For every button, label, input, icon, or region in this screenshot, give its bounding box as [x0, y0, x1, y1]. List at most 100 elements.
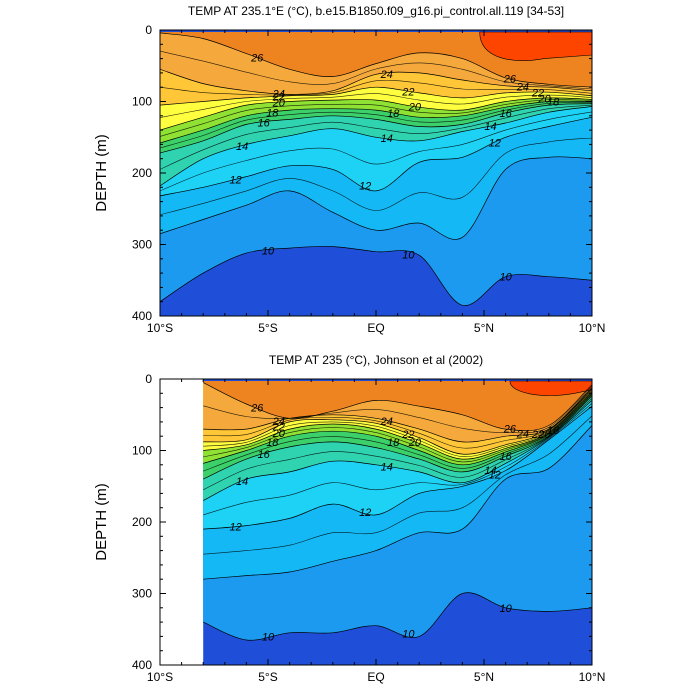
isotherm-intermediate — [203, 385, 592, 434]
contour-label-16: 16 — [258, 449, 271, 461]
contour-label-14: 14 — [381, 133, 393, 145]
contour-label-12: 12 — [489, 137, 501, 149]
isotherm-24 — [203, 387, 592, 443]
contour-label-18: 18 — [387, 437, 400, 449]
isotherm-16 — [203, 395, 592, 480]
isotherm-intermediate — [203, 415, 592, 555]
contour-label-14: 14 — [236, 476, 248, 488]
isotherm-20 — [160, 97, 592, 131]
isotherm-12 — [203, 405, 592, 530]
contour-label-20: 20 — [537, 93, 551, 105]
panel-obs-title: TEMP AT 235 (°C), Johnson et al (2002) — [269, 353, 483, 367]
contour-label-10: 10 — [499, 603, 512, 615]
y-tick-label: 400 — [132, 309, 152, 323]
panel-model-bands — [160, 30, 592, 316]
contour-label-10: 10 — [262, 631, 275, 643]
y-tick-label: 0 — [145, 372, 152, 386]
isotherm-intermediate — [160, 102, 592, 149]
panel-model-title: TEMP AT 235.1°E (°C), b.e15.B1850.f09_g1… — [188, 4, 564, 18]
contour-label-12: 12 — [489, 469, 501, 481]
contour-label-26: 26 — [250, 403, 264, 415]
panel-obs: TEMP AT 235 (°C), Johnson et al (2002) 2… — [93, 353, 605, 684]
isotherm-18 — [160, 100, 592, 144]
isotherm-14 — [203, 400, 592, 501]
contour-label-14: 14 — [381, 462, 393, 474]
isotherm-10 — [203, 592, 592, 641]
contour-label-10: 10 — [402, 629, 415, 641]
contour-label-22: 22 — [531, 87, 544, 99]
contour-label-26: 26 — [503, 424, 517, 436]
contour-label-16: 16 — [499, 451, 512, 463]
y-tick-label: 100 — [132, 95, 152, 109]
x-tick-label: 5°N — [474, 670, 494, 684]
isotherm-intermediate — [160, 99, 592, 137]
isotherm-intermediate — [160, 137, 592, 216]
contour-label-14: 14 — [484, 121, 496, 133]
contour-label-12: 12 — [229, 521, 241, 533]
x-tick-label: 10°S — [147, 321, 173, 335]
contour-label-12: 12 — [359, 181, 371, 193]
contour-label-18: 18 — [266, 107, 279, 119]
contour-label-22: 22 — [272, 91, 285, 103]
y-tick-label: 300 — [132, 238, 152, 252]
contour-label-14: 14 — [484, 465, 496, 477]
contour-label-24: 24 — [516, 428, 529, 440]
contour-label-18: 18 — [547, 425, 560, 437]
panel-obs-isotherms — [203, 382, 592, 641]
contour-label-24: 24 — [380, 416, 393, 428]
x-tick-label: 10°S — [147, 670, 173, 684]
contour-label-24: 24 — [272, 416, 285, 428]
contour-label-12: 12 — [359, 507, 371, 519]
contour-label-18: 18 — [266, 437, 279, 449]
panel-model-x-axis: 10°S 5°S EQ 5°N 10°N — [147, 30, 605, 335]
x-tick-label: EQ — [367, 321, 384, 335]
panel-obs-x-axis: 10°S 5°S EQ 5°N 10°N — [147, 379, 605, 684]
x-tick-label: 5°S — [258, 670, 277, 684]
contour-label-20: 20 — [272, 97, 286, 109]
isotherm-26 — [160, 32, 592, 88]
contour-label-26: 26 — [250, 53, 264, 65]
isotherm-18 — [203, 393, 592, 466]
isotherm-intermediate — [203, 398, 592, 491]
panel-model-y-label: DEPTH (m) — [93, 134, 110, 212]
contour-label-20: 20 — [537, 429, 551, 441]
contour-label-10: 10 — [499, 272, 512, 284]
isotherm-16 — [160, 103, 592, 154]
contour-label-22: 22 — [401, 429, 414, 441]
contour-label-12: 12 — [229, 174, 241, 186]
panel-obs-bands — [203, 379, 592, 665]
isotherm-intermediate — [203, 392, 592, 463]
x-tick-label: 5°N — [474, 321, 494, 335]
isotherm-22 — [203, 389, 592, 455]
isotherm-intermediate — [203, 390, 592, 457]
contour-label-24: 24 — [272, 88, 285, 100]
panel-model: TEMP AT 235.1°E (°C), b.e15.B1850.f09_g1… — [93, 4, 605, 335]
contour-label-10: 10 — [402, 249, 415, 261]
x-tick-label: EQ — [367, 670, 384, 684]
isotherm-24 — [160, 68, 592, 95]
isotherm-20 — [203, 391, 592, 460]
isotherm-intermediate — [203, 394, 592, 472]
y-tick-label: 200 — [132, 515, 152, 529]
isotherm-22 — [160, 86, 592, 106]
isotherm-intermediate — [203, 403, 592, 516]
y-tick-label: 400 — [132, 658, 152, 672]
warm-pool-patch — [479, 31, 592, 61]
contour-label-20: 20 — [408, 437, 422, 449]
y-tick-label: 0 — [145, 23, 152, 37]
panel-model-isotherms — [160, 32, 592, 306]
panel-obs-y-axis: 0 100 200 300 400 — [132, 372, 592, 672]
contour-label-20: 20 — [272, 428, 286, 440]
y-tick-label: 200 — [132, 166, 152, 180]
temperature-band-26 — [203, 381, 592, 431]
contour-label-24: 24 — [380, 69, 393, 81]
contour-label-10: 10 — [262, 246, 275, 258]
contour-label-16: 16 — [499, 108, 512, 120]
isotherm-intermediate — [160, 50, 592, 90]
isotherm-intermediate — [160, 79, 592, 96]
isotherm-14 — [160, 106, 592, 187]
isotherm-11 — [203, 425, 592, 580]
